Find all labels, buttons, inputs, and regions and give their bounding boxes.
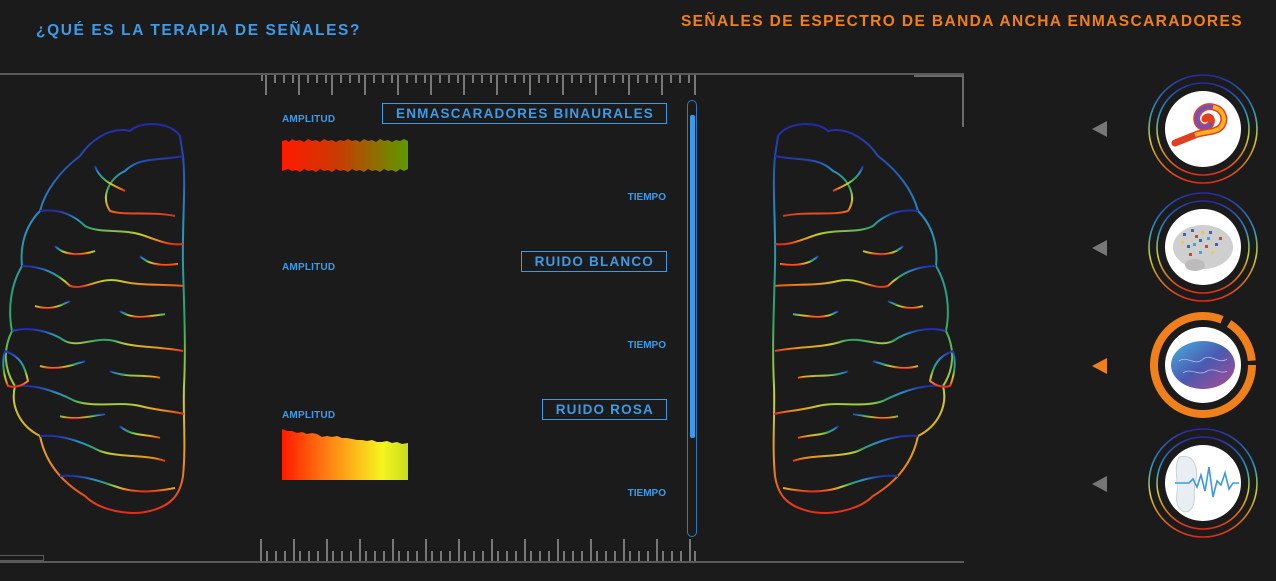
what-is-signal-therapy-link[interactable]: ¿QUÉ ES LA TERAPIA DE SEÑALES?: [36, 22, 362, 39]
signals-scrollbar[interactable]: [687, 100, 697, 537]
bottom-ruler: [260, 537, 700, 561]
amplitude-axis-label: AMPLITUD: [282, 114, 336, 125]
signal-title-pink-noise[interactable]: RUIDO ROSA: [541, 399, 667, 420]
amplitude-axis-label: AMPLITUD: [282, 410, 336, 421]
frame-top-line: [0, 73, 964, 75]
brain-activity-image: [1165, 209, 1241, 285]
thumbnail-brain-neural-active[interactable]: [1146, 308, 1260, 422]
time-axis-label: TIEMPO: [627, 340, 666, 351]
thumbnail-cochlea[interactable]: [1146, 72, 1260, 186]
thumbnail-2-arrow-icon[interactable]: [1092, 240, 1107, 256]
ruler-ticks-top: [261, 75, 696, 95]
signal-title-white-noise[interactable]: RUIDO BLANCO: [520, 251, 667, 272]
binaural-waveform: [282, 139, 408, 172]
amplitude-axis-label: AMPLITUD: [282, 262, 336, 273]
top-ruler: [260, 75, 700, 99]
right-brain-hemisphere-icon: [772, 123, 956, 514]
signal-binaural-maskers: ENMASCARADORES BINAURALES AMPLITUD TIEMP…: [282, 103, 667, 234]
thumbnail-brain-activity[interactable]: [1146, 190, 1260, 304]
ear-sound-wave-image: [1165, 445, 1241, 521]
rainbow-ring-icon: [1148, 74, 1258, 184]
rainbow-ring-icon: [1148, 428, 1258, 538]
active-orange-ring-icon: [1150, 312, 1256, 418]
time-axis-label: TIEMPO: [627, 192, 666, 203]
page-title: SEÑALES DE ESPECTRO DE BANDA ANCHA ENMAS…: [680, 13, 1243, 30]
frame-corner-bracket: [914, 75, 964, 127]
left-brain-hemisphere-icon: [2, 123, 186, 514]
time-axis-label: TIEMPO: [627, 488, 666, 499]
frame-bottom-line: [0, 561, 964, 563]
thumbnail-4-arrow-icon[interactable]: [1092, 476, 1107, 492]
signal-white-noise: RUIDO BLANCO AMPLITUD TIEMPO: [282, 251, 667, 382]
signal-title-binaural[interactable]: ENMASCARADORES BINAURALES: [381, 103, 667, 124]
thumbnail-ear-sound[interactable]: [1146, 426, 1260, 540]
thumbnail-3-arrow-icon[interactable]: [1092, 358, 1107, 374]
pink-noise-waveform: [282, 429, 408, 480]
ruler-ticks-bottom: [260, 539, 696, 561]
signal-pink-noise: RUIDO ROSA AMPLITUD TIEMPO: [282, 399, 667, 530]
rainbow-ring-icon: [1148, 192, 1258, 302]
thumbnail-1-arrow-icon[interactable]: [1092, 121, 1107, 137]
white-noise-waveform: [283, 290, 408, 330]
brain-neural-image: [1165, 327, 1241, 403]
cochlea-image: [1165, 91, 1241, 167]
frame-bottom-left-tab: [0, 555, 44, 561]
scrollbar-thumb[interactable]: [690, 115, 695, 438]
